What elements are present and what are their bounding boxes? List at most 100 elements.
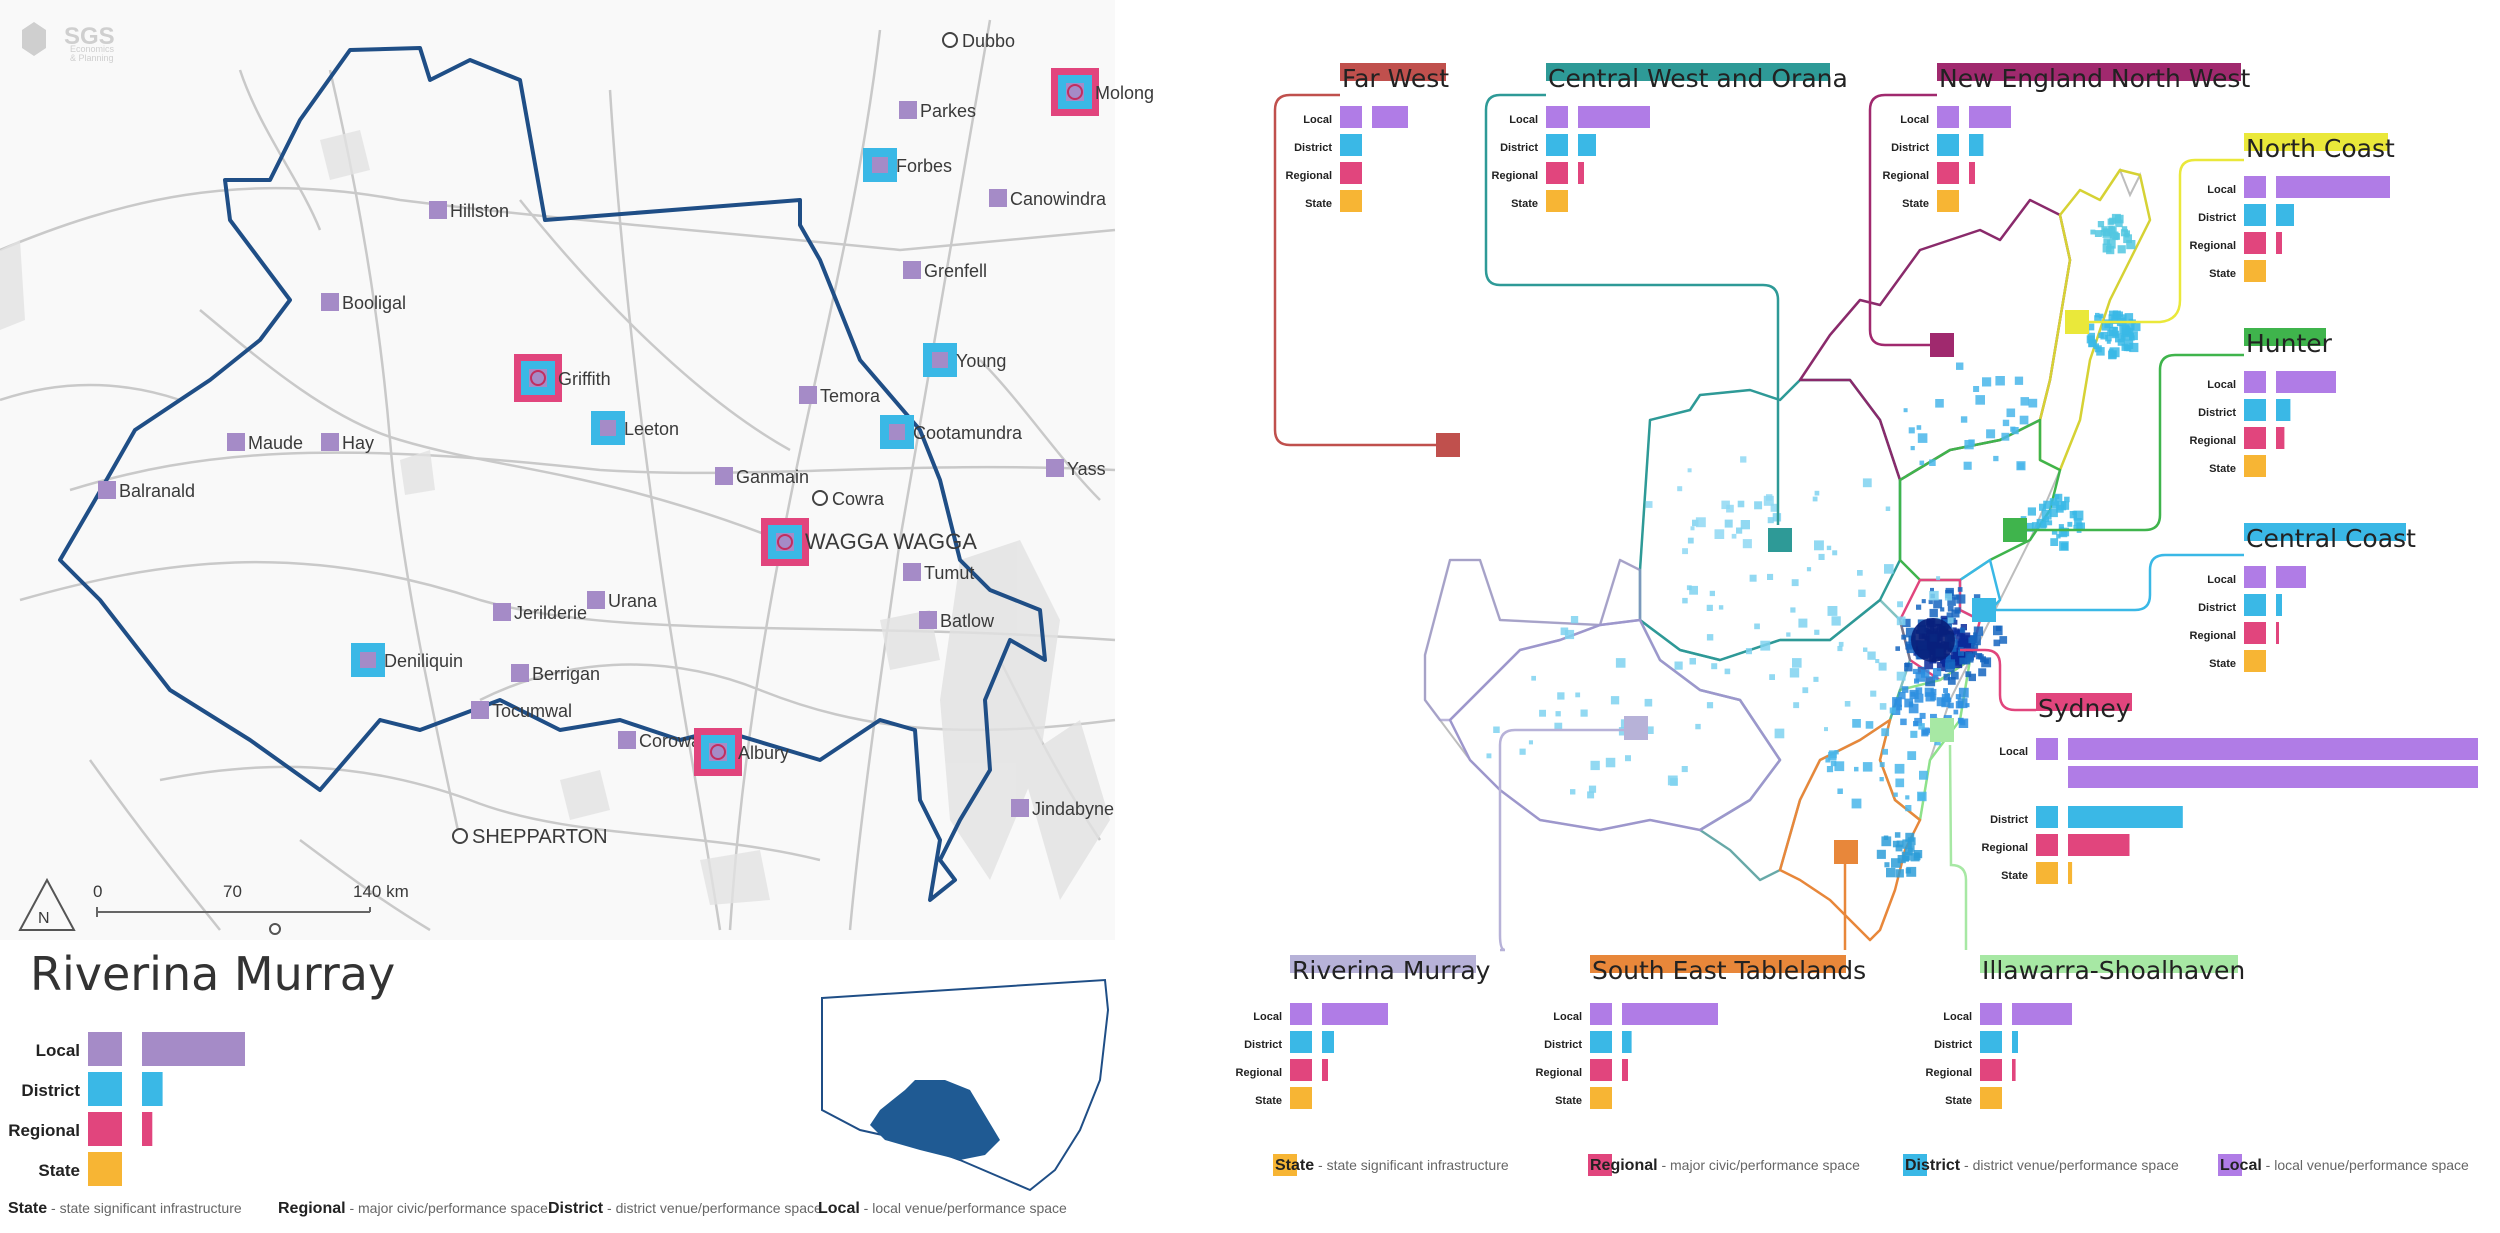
chart-bar-regional bbox=[1622, 1059, 1628, 1081]
venue-dot bbox=[2125, 321, 2135, 331]
town-canowindra[interactable]: Canowindra bbox=[989, 189, 1107, 209]
town-young[interactable]: Young bbox=[923, 343, 1006, 377]
region-chart-sydney[interactable]: Sydney Local District Regional State bbox=[1982, 693, 2478, 884]
region-chart-new-england-north-west[interactable]: New England North West Local District Regio… bbox=[1883, 63, 2251, 212]
venue-dot bbox=[1964, 658, 1971, 665]
venue-dot bbox=[2102, 243, 2112, 253]
venue-dot bbox=[1955, 701, 1964, 709]
region-chart-far-west[interactable]: Far West Local District Regional State bbox=[1286, 63, 1450, 212]
town-hillston[interactable]: Hillston bbox=[429, 201, 509, 221]
town-cowra[interactable]: Cowra bbox=[812, 489, 885, 509]
town-cootamundra[interactable]: Cootamundra bbox=[880, 415, 1023, 449]
town-jindabyne[interactable]: Jindabyne bbox=[1011, 799, 1114, 819]
town-corowa[interactable]: Corowa bbox=[618, 731, 702, 751]
chart-swatch-state bbox=[2036, 862, 2058, 884]
riverina-murray-map[interactable]: Dubbo Molong Parkes Forbes Canowindra Hillsto… bbox=[0, 0, 1154, 940]
town-tocumwal[interactable]: Tocumwal bbox=[471, 701, 572, 721]
venue-dot bbox=[1837, 788, 1843, 794]
venue-dot bbox=[1689, 658, 1696, 665]
town-dubbo[interactable]: Dubbo bbox=[942, 31, 1015, 51]
town-booligal[interactable]: Booligal bbox=[321, 293, 406, 313]
region-marker-hunter[interactable] bbox=[2003, 518, 2027, 542]
town-grenfell[interactable]: Grenfell bbox=[903, 261, 987, 281]
venue-dot bbox=[1935, 399, 1944, 408]
venue-dot bbox=[1889, 707, 1896, 714]
venue-dot bbox=[1554, 722, 1563, 731]
venue-dot bbox=[2069, 511, 2077, 519]
town-albury[interactable]: Albury bbox=[694, 728, 789, 776]
region-marker-new-england-north-west[interactable] bbox=[1930, 333, 1954, 357]
town-jerilderie[interactable]: Jerilderie bbox=[493, 603, 587, 623]
region-chart-central-coast[interactable]: Central Coast Local District Regional State bbox=[2190, 523, 2417, 672]
town-yass[interactable]: Yass bbox=[1046, 459, 1106, 479]
venue-dot bbox=[1884, 862, 1890, 868]
town-urana[interactable]: Urana bbox=[587, 591, 658, 611]
town-tumut[interactable]: Tumut bbox=[903, 563, 974, 583]
town-griffith[interactable]: Griffith bbox=[514, 354, 611, 402]
region-chart-illawarra-shoalhaven[interactable]: Illawarra-Shoalhaven Local District Regiona… bbox=[1926, 955, 2246, 1109]
chart-bar-local bbox=[2276, 371, 2336, 393]
venue-dot bbox=[1902, 618, 1911, 627]
venue-dot bbox=[1933, 674, 1939, 681]
region-marker-illawarra-shoalhaven[interactable] bbox=[1930, 718, 1954, 742]
town-ganmain[interactable]: Ganmain bbox=[715, 467, 809, 487]
chart-swatch-regional bbox=[1546, 162, 1568, 184]
venue-dot bbox=[1973, 632, 1978, 637]
venue-dot bbox=[2123, 234, 2132, 244]
town-hay[interactable]: Hay bbox=[321, 433, 374, 453]
region-marker-south-east-tablelands[interactable] bbox=[1834, 840, 1858, 864]
town-forbes[interactable]: Forbes bbox=[863, 148, 952, 182]
region-marker-north-coast[interactable] bbox=[2065, 310, 2089, 334]
venue-dot bbox=[1929, 590, 1939, 601]
town-deniliquin[interactable]: Deniliquin bbox=[351, 643, 463, 677]
region-marker-central-coast[interactable] bbox=[1972, 598, 1996, 622]
venue-dot bbox=[1893, 792, 1898, 797]
region-chart-central-west-and-orana[interactable]: Central West and Orana Local District Regio… bbox=[1492, 63, 1848, 212]
venue-dot bbox=[1682, 597, 1688, 604]
sgs-logo[interactable]: SGS Economics & Planning bbox=[22, 22, 115, 63]
chart-label-state: State bbox=[1255, 1095, 1282, 1107]
venue-dot bbox=[1955, 636, 1962, 643]
chart-swatch-district bbox=[1340, 134, 1362, 156]
town-leeton[interactable]: Leeton bbox=[591, 411, 679, 445]
region-chart-riverina-murray[interactable]: Riverina Murray Local District Regional Stat… bbox=[1236, 955, 1491, 1109]
chart-label-district: District bbox=[2198, 407, 2236, 419]
town-wagga-wagga[interactable]: WAGGA WAGGA bbox=[761, 518, 977, 566]
sydney-density bbox=[1911, 618, 1955, 662]
region-title: Far West bbox=[1342, 64, 1449, 93]
venue-dot bbox=[2055, 504, 2064, 513]
footer-item-state: State - state significant infrastructure bbox=[8, 1200, 242, 1217]
venue-dot bbox=[2051, 529, 2058, 535]
town-label: SHEPPARTON bbox=[472, 826, 608, 848]
town-maude[interactable]: Maude bbox=[227, 433, 303, 453]
venue-dot bbox=[1972, 650, 1978, 656]
town-parkes[interactable]: Parkes bbox=[899, 101, 976, 121]
venue-dot bbox=[2039, 503, 2047, 511]
left-footer-legend: State - state significant infrastructure… bbox=[8, 1200, 1067, 1217]
chart-bar-regional bbox=[1578, 162, 1584, 184]
venue-dot bbox=[1941, 693, 1951, 703]
region-marker-central-west-and-orana[interactable] bbox=[1768, 528, 1792, 552]
venue-dot bbox=[1692, 519, 1699, 527]
town-label: Tocumwal bbox=[492, 701, 572, 721]
town-balranald[interactable]: Balranald bbox=[98, 481, 195, 501]
venue-dot bbox=[1531, 675, 1536, 681]
region-chart-south-east-tablelands[interactable]: South East Tablelands Local District Region… bbox=[1536, 955, 1867, 1109]
region-title: Illawarra-Shoalhaven bbox=[1982, 956, 2245, 985]
region-marker-riverina-murray[interactable] bbox=[1624, 716, 1648, 740]
venue-dot bbox=[1862, 478, 1872, 488]
venue-dot bbox=[1908, 427, 1915, 434]
region-chart-hunter[interactable]: Hunter Local District Regional State bbox=[2190, 328, 2336, 477]
town-berrigan[interactable]: Berrigan bbox=[511, 664, 600, 684]
footer-item-district: District - district venue/performance sp… bbox=[1905, 1157, 2179, 1174]
town-temora[interactable]: Temora bbox=[799, 386, 881, 406]
region-chart-north-coast[interactable]: North Coast Local District Regional State bbox=[2190, 133, 2395, 282]
venue-dot bbox=[1946, 655, 1951, 661]
town-shepparton[interactable]: SHEPPARTON bbox=[452, 826, 608, 848]
local-venue-marker bbox=[989, 189, 1007, 207]
town-molong[interactable]: Molong bbox=[1051, 68, 1154, 116]
venue-heat-dots bbox=[1486, 213, 2141, 878]
region-marker-far-west[interactable] bbox=[1436, 433, 1460, 457]
town-batlow[interactable]: Batlow bbox=[919, 611, 995, 631]
